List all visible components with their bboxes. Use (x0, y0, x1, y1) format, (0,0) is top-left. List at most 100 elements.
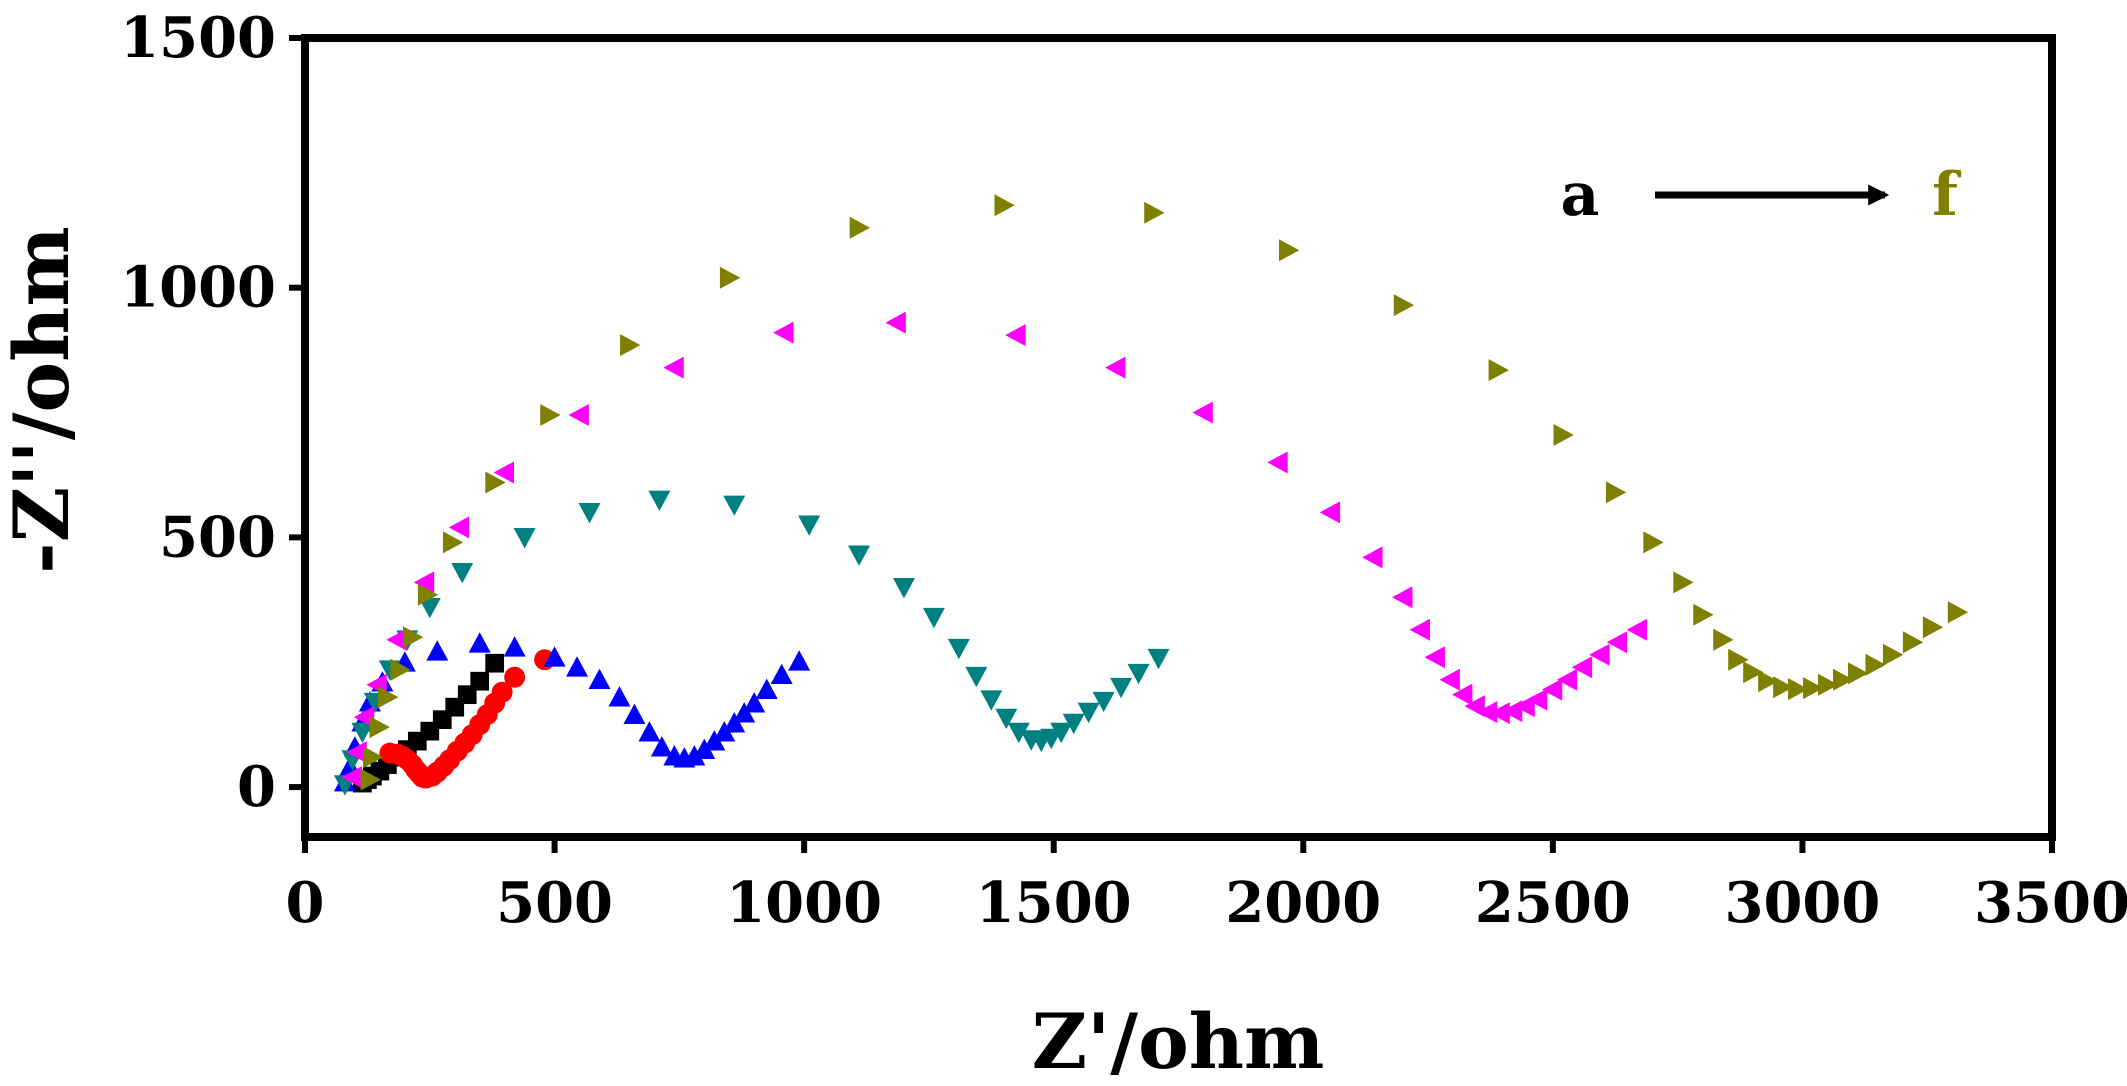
data-point-e (413, 571, 435, 594)
data-point-f (1693, 603, 1714, 626)
annotation-start-label: a (1561, 160, 1600, 230)
data-point-e (1526, 688, 1548, 711)
data-point-c (608, 686, 631, 707)
data-point-f (1773, 676, 1794, 699)
series-d (333, 490, 1170, 796)
data-point-d (848, 545, 871, 566)
data-point-d (892, 577, 915, 599)
data-point-e (1439, 668, 1460, 691)
data-point-d (1092, 691, 1115, 713)
data-point-f (378, 686, 399, 709)
data-point-c (650, 736, 673, 757)
data-point-f (1758, 670, 1779, 693)
data-point-e (341, 766, 362, 789)
data-point-e (1005, 324, 1026, 347)
data-point-e (1476, 701, 1498, 724)
data-point-f (1643, 531, 1664, 554)
data-point-e (1267, 451, 1288, 474)
data-point-e (1541, 678, 1563, 701)
data-point-d (798, 515, 821, 536)
data-point-d (995, 708, 1018, 730)
data-point-f (1818, 673, 1839, 696)
series-b (379, 649, 556, 789)
x-axis-title: Z'/ohm (1032, 997, 1325, 1086)
data-point-f (1922, 616, 1944, 639)
data-point-d (513, 528, 536, 549)
y-tick-label: 1500 (120, 5, 276, 71)
data-point-d (1110, 677, 1133, 699)
data-point-d (723, 495, 746, 516)
data-point-c (566, 656, 589, 677)
data-point-f (1902, 631, 1924, 654)
data-point-c (426, 640, 449, 661)
data-point-e (1392, 586, 1413, 609)
data-point-f (1673, 571, 1694, 594)
y-tick-label: 500 (159, 504, 276, 570)
data-point-f (369, 716, 390, 739)
data-point-f (1713, 628, 1734, 651)
data-point-e (353, 706, 375, 729)
data-point-f (1728, 648, 1749, 671)
data-point-b (491, 681, 513, 703)
data-point-e (386, 628, 407, 651)
data-point-c (638, 721, 661, 742)
data-point-f (540, 404, 561, 427)
data-point-f (417, 583, 439, 606)
data-point-f (390, 658, 411, 681)
data-point-d (980, 690, 1003, 711)
data-point-e (346, 741, 367, 764)
data-point-f (719, 266, 741, 289)
data-point-c (503, 636, 526, 657)
data-point-f (1144, 201, 1165, 224)
data-point-c (623, 703, 646, 725)
data-point-c (543, 646, 566, 667)
data-point-e (1105, 356, 1126, 379)
data-point-f (1947, 601, 1969, 624)
data-point-e (1606, 631, 1628, 654)
data-point-f (1278, 239, 1300, 262)
data-point-d (1007, 722, 1030, 744)
data-point-f (1865, 653, 1886, 676)
data-point-a (470, 671, 490, 691)
data-point-e (663, 356, 684, 379)
data-point-e (448, 516, 470, 539)
data-point-e (1489, 702, 1510, 725)
x-tick-label: 2500 (1475, 870, 1631, 936)
data-point-f (1605, 481, 1627, 504)
data-point-e (1319, 501, 1341, 524)
data-point-e (885, 311, 906, 334)
data-point-f (1882, 643, 1904, 666)
data-point-e (568, 404, 589, 427)
series-order-annotation: a f (1561, 160, 1963, 230)
data-point-f (1553, 424, 1574, 447)
data-point-d (1127, 663, 1150, 685)
data-point-f (1847, 662, 1869, 685)
data-point-a (485, 653, 505, 673)
y-axis: 0 500 1000 1500 (120, 5, 305, 820)
data-point-d (418, 597, 441, 619)
x-tick-label: 0 (286, 870, 325, 936)
data-point-c (755, 678, 778, 700)
data-point-e (1571, 656, 1593, 679)
data-point-e (1362, 546, 1383, 569)
data-point-d (1077, 702, 1100, 724)
plot-frame (301, 34, 2056, 841)
data-point-f (1488, 359, 1509, 382)
data-point-e (1452, 683, 1473, 706)
data-point-f (402, 626, 424, 649)
data-point-f (485, 471, 506, 494)
x-tick-label: 1500 (976, 870, 1132, 936)
data-point-d (1050, 722, 1073, 744)
series-f (360, 194, 1969, 791)
data-point-f (620, 334, 641, 357)
data-point-f (1393, 294, 1415, 317)
data-point-f (363, 746, 384, 769)
data-point-d (1062, 713, 1085, 735)
data-point-e (493, 461, 515, 484)
data-point-d (351, 722, 374, 744)
data-point-d (578, 503, 601, 524)
series-e (341, 311, 1648, 789)
data-point-b (504, 666, 526, 688)
x-tick-label: 3000 (1724, 870, 1880, 936)
data-point-f (1833, 668, 1854, 691)
